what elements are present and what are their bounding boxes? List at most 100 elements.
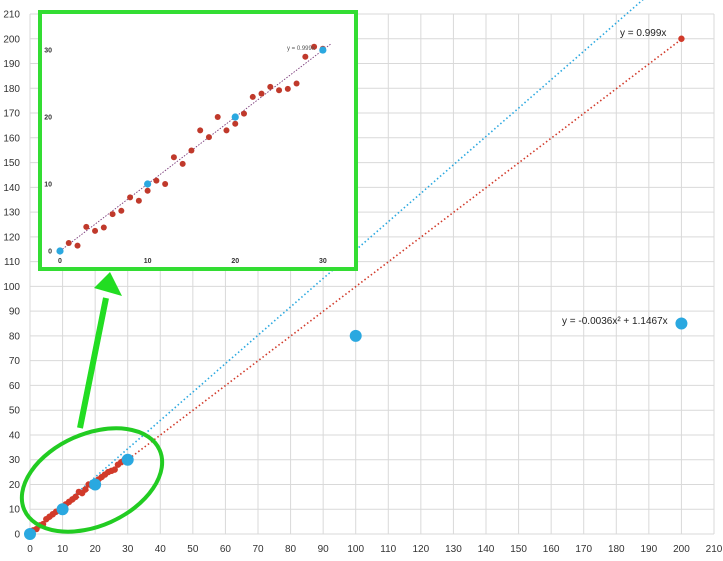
inset-red-point [302,53,309,60]
inset-red-point [232,120,239,127]
blue-point [56,503,69,516]
inset-x-tick-label: 0 [58,258,62,265]
x-tick-label: 20 [90,544,102,555]
inset-red-point [205,134,212,141]
inset-red-point [179,160,186,167]
x-tick-label: 70 [252,544,264,555]
inset-blue-point [231,113,239,121]
red-point [111,466,118,473]
inset-red-point [284,85,291,92]
inset-y-tick-label: 10 [44,182,52,189]
inset-red-point [92,227,99,234]
y-tick-label: 50 [9,406,21,417]
x-tick-label: 130 [445,544,462,555]
inset-red-point [197,127,204,134]
inset-red-point [311,43,318,50]
inset-red-point [127,194,134,201]
y-tick-label: 20 [9,480,21,491]
inset-red-point [118,207,125,214]
trendline-label-poly: y = -0.0036x² + 1.1467x [562,316,668,327]
inset-red-point [249,93,256,100]
inset-red-point [214,114,221,121]
y-tick-label: 210 [3,10,20,21]
inset-y-tick-label: 20 [44,115,52,122]
inset-red-point [241,110,247,117]
inset-x-tick-label: 10 [144,258,152,265]
inset-red-point [74,242,81,249]
blue-point [89,478,102,491]
x-tick-label: 210 [706,544,723,555]
inset-red-point [223,127,230,134]
axes: 0 10 20 30 40 50 60 70 80 90 100 110 120 130 140 150 160… [3,10,722,556]
y-tick-label: 90 [9,307,21,318]
inset-red-point [267,83,274,90]
y-tick-label: 120 [3,232,20,243]
inset-blue-point [56,247,64,255]
x-tick-label: 100 [347,544,364,555]
x-tick-label: 40 [155,544,167,555]
x-tick-label: 200 [673,544,690,555]
blue-point [121,453,134,466]
x-tick-label: 140 [478,544,495,555]
x-tick-label: 0 [27,544,33,555]
x-tick-label: 120 [413,544,430,555]
inset-red-point [135,197,142,204]
inset-red-point [258,90,265,97]
x-tick-label: 60 [220,544,232,555]
x-tick-label: 90 [318,544,330,555]
inset-red-point [65,239,72,246]
inset-y-tick-label: 30 [44,48,52,55]
y-tick-label: 170 [3,109,20,120]
inset-red-point [153,177,160,184]
inset-red-point [109,211,116,218]
inset-red-point [144,187,151,194]
inset-x-tick-label: 30 [319,258,327,265]
x-tick-label: 110 [380,544,396,555]
x-tick-label: 10 [57,544,69,555]
y-tick-label: 40 [9,430,21,441]
x-tick-label: 190 [641,544,658,555]
y-tick-label: 160 [3,133,20,144]
red-point [678,35,685,42]
y-tick-label: 0 [14,530,20,541]
inset-red-point [100,224,107,231]
zoom-callout [19,272,165,534]
inset-trendline-label: y = 0.999x [287,46,315,52]
blue-point [675,317,688,330]
zoom-ellipse [19,426,165,534]
blue-point [24,528,36,540]
inset-red-point [188,147,195,154]
y-tick-label: 10 [9,505,21,516]
x-tick-label: 80 [285,544,297,555]
x-tick-label: 150 [510,544,527,555]
x-tick-label: 160 [543,544,560,555]
y-tick-label: 200 [3,34,20,45]
red-point [72,493,79,501]
y-tick-label: 130 [3,208,20,219]
y-tick-label: 30 [9,455,21,466]
x-tick-label: 50 [187,544,199,555]
inset-red-point [293,80,300,87]
inset-blue-point [144,180,152,188]
y-tick-label: 140 [3,183,20,194]
y-tick-label: 180 [3,84,20,95]
zoom-arrow-head [94,272,122,296]
inset-y-tick-label: 0 [48,249,52,256]
y-tick-label: 70 [9,356,21,367]
y-tick-label: 80 [9,331,21,342]
inset-x-tick-label: 20 [231,258,239,265]
data-points [24,35,688,540]
x-tick-label: 30 [122,544,134,555]
inset-red-point [162,181,169,188]
x-tick-label: 170 [575,544,592,555]
red-point [82,486,89,493]
trendline-label-linear: y = 0.999x [620,28,666,39]
inset-chart: 0 10 20 30 0 10 20 30 y = 0.999x [38,10,358,271]
y-tick-label: 150 [3,158,20,169]
y-tick-label: 110 [4,257,20,268]
trendline-1 [29,38,682,535]
y-tick-label: 190 [3,59,20,70]
y-tick-label: 100 [3,282,20,293]
y-tick-label: 60 [9,381,21,392]
